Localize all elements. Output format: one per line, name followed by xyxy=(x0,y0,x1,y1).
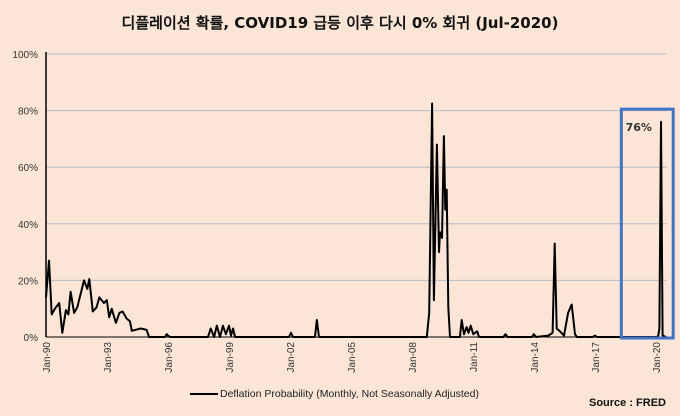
data-label-76: 76% xyxy=(626,121,652,134)
x-tick-label: Jan-90 xyxy=(42,342,53,373)
legend: Deflation Probability (Monthly, Not Seas… xyxy=(190,388,479,400)
chart-title: 디플레이션 확률, COVID19 급등 이후 다시 0% 회귀 (Jul-20… xyxy=(121,14,559,32)
x-tick-label: Jan-93 xyxy=(103,342,114,373)
series-line-deflation-probability xyxy=(45,102,667,338)
y-tick-label: 40% xyxy=(18,220,38,231)
x-tick-label: Jan-11 xyxy=(469,342,480,372)
x-tick-label: Jan-17 xyxy=(591,342,602,373)
x-tick-label: Jan-14 xyxy=(530,342,541,373)
x-tick-label: Jan-08 xyxy=(408,342,419,373)
legend-label: Deflation Probability (Monthly, Not Seas… xyxy=(220,388,479,400)
legend-line-swatch xyxy=(190,393,218,395)
y-tick-label: 100% xyxy=(12,50,38,61)
x-tick-label: Jan-96 xyxy=(164,342,175,373)
y-tick-label: 0% xyxy=(24,333,39,344)
y-tick-label: 80% xyxy=(18,107,38,118)
source-note: Source : FRED xyxy=(588,397,666,409)
x-tick-label: Jan-99 xyxy=(225,342,236,373)
y-tick-label: 60% xyxy=(18,163,38,174)
x-tick-label: Jan-05 xyxy=(347,342,358,373)
x-tick-label: Jan-20 xyxy=(652,342,663,373)
y-tick-label: 20% xyxy=(18,276,38,287)
x-tick-label: Jan-02 xyxy=(286,342,297,373)
highlight-box xyxy=(619,107,675,340)
